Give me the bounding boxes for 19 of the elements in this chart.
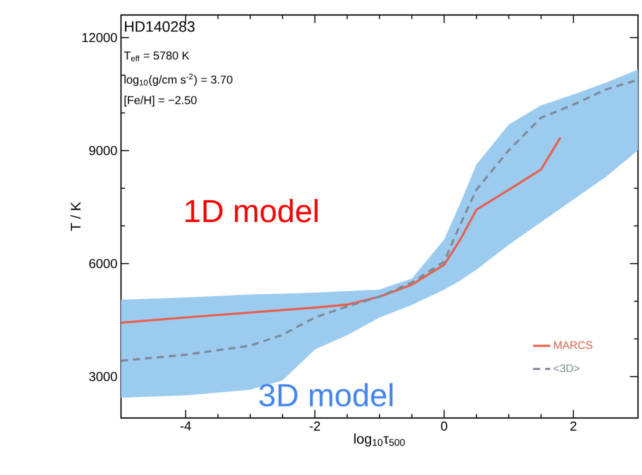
annotation: T$_{eff}$ = 5780 K [124, 51, 190, 62]
annotation: HD140283 [125, 21, 195, 32]
y-tick-label: 6000 [89, 258, 117, 268]
y-tick-label: 9000 [89, 146, 117, 156]
x-tick-label: -2 [310, 422, 320, 431]
annotation: [Fe/H] = −2.50 [124, 96, 197, 106]
x-tick-label: 2 [570, 422, 576, 431]
line-series [121, 136, 562, 324]
annotation: log$_{10}$(g/cm s$^{-2}$) = 3.70 [124, 74, 232, 86]
legend-label: MARCS [554, 341, 592, 349]
legend-label: <3D> [554, 364, 580, 372]
annotation: 1D model [186, 198, 318, 222]
x-tick-label: -4 [180, 422, 192, 430]
y-axis-title: T / K [70, 202, 81, 231]
y-tick-label: 3000 [89, 372, 117, 382]
annotation: 3D model [259, 383, 392, 407]
x-axis-title: log$_{10}$τ$_{500}$ [354, 434, 405, 447]
x-tick-label: 0 [441, 422, 448, 431]
y-tick-label: 12000 [82, 33, 117, 42]
